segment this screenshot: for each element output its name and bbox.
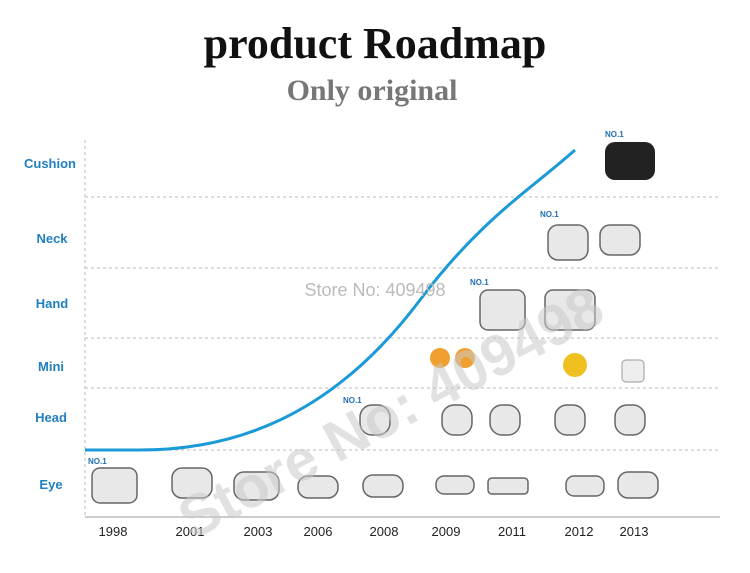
year: 2012 <box>565 524 594 539</box>
row-label: Neck <box>36 231 68 246</box>
title: product Roadmap <box>204 19 547 68</box>
badge: NO.1 <box>88 457 107 466</box>
year: 2006 <box>304 524 333 539</box>
watermark: Store No: 409498 <box>168 274 614 552</box>
year: 2009 <box>432 524 461 539</box>
badge: NO.1 <box>343 396 362 405</box>
row-label: Cushion <box>24 156 76 171</box>
growth-curve <box>85 148 576 452</box>
row-label: Eye <box>39 477 62 492</box>
watermark: Store No: 409498 <box>304 280 445 300</box>
row-label: Hand <box>36 296 69 311</box>
badge: NO.1 <box>605 130 624 139</box>
badge: NO.1 <box>470 278 489 287</box>
year: 2008 <box>370 524 399 539</box>
row-label: Head <box>35 410 67 425</box>
year: 2011 <box>498 524 526 539</box>
products <box>91 142 659 504</box>
year: 2013 <box>620 524 649 539</box>
row-label: Mini <box>38 359 64 374</box>
year: 2001 <box>176 524 205 539</box>
grid <box>84 140 720 518</box>
year: 2003 <box>244 524 273 539</box>
year: 1998 <box>99 524 128 539</box>
subtitle: Only original <box>287 74 458 107</box>
badge: NO.1 <box>540 210 559 219</box>
